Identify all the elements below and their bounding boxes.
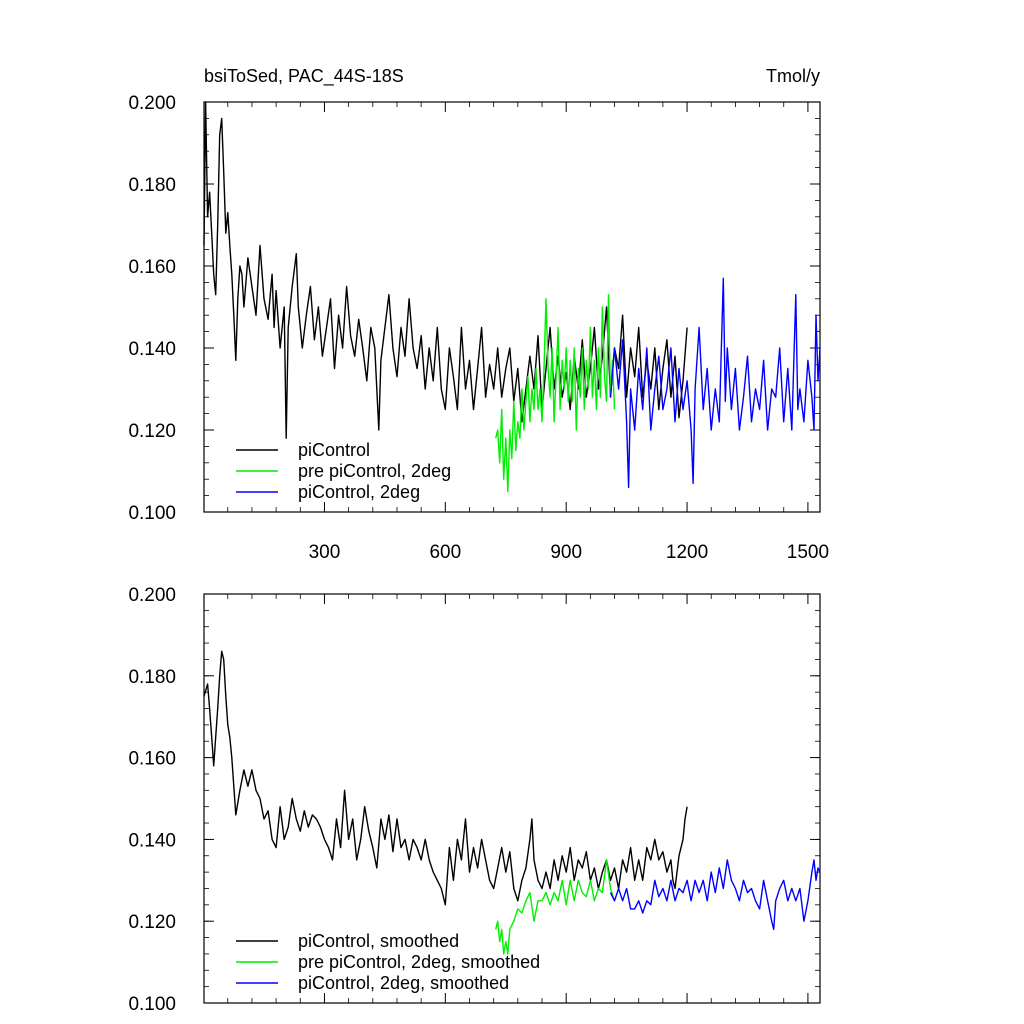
y-tick-label: 0.160: [128, 749, 176, 770]
series-line: [203, 650, 688, 906]
y-tick-label: 0.120: [128, 912, 176, 933]
x-tick-label: 1200: [666, 542, 708, 563]
y-tick-label: 0.200: [128, 585, 176, 606]
legend-label: pre piControl, 2deg: [298, 461, 451, 481]
y-tick-label: 0.140: [128, 830, 176, 851]
legend-label: piControl, 2deg, smoothed: [298, 973, 509, 993]
plot-panel-top: 0.100 0.120 0.140 0.160 0.180 0.200 300 600 900 1…: [128, 93, 829, 563]
y-tick-label: 0.180: [128, 175, 176, 196]
y-tick-label: 0.120: [128, 421, 176, 442]
plot-frame: [203, 101, 821, 513]
series-line: [609, 277, 821, 489]
y-tick-label: 0.100: [128, 994, 176, 1015]
x-tick-label: 1500: [787, 542, 829, 563]
legend-label: pre piControl, 2deg, smoothed: [298, 952, 540, 972]
y-tick-label: 0.180: [128, 667, 176, 688]
series-line: [609, 859, 821, 931]
plot-frame: [203, 593, 821, 1004]
y-tick-label: 0.140: [128, 339, 176, 360]
y-tick-label: 0.100: [128, 503, 176, 524]
x-tick-label: 600: [429, 542, 461, 563]
x-tick-label: 900: [550, 542, 582, 563]
x-tick-label: 300: [309, 542, 341, 563]
chart-units: Tmol/y: [766, 66, 820, 86]
y-tick-label: 0.200: [128, 93, 176, 114]
legend-label: piControl, smoothed: [298, 931, 459, 951]
legend-label: piControl: [298, 440, 370, 460]
series-line: [203, 101, 688, 439]
series-line: [495, 859, 616, 955]
legend-label: piControl, 2deg: [298, 482, 420, 502]
chart-title: bsiToSed, PAC_44S-18S: [204, 66, 404, 87]
series-line: [495, 294, 616, 493]
plot-panel-bottom: 0.100 0.120 0.140 0.160 0.180 0.200 piControl,…: [128, 585, 821, 1015]
y-tick-label: 0.160: [128, 257, 176, 278]
